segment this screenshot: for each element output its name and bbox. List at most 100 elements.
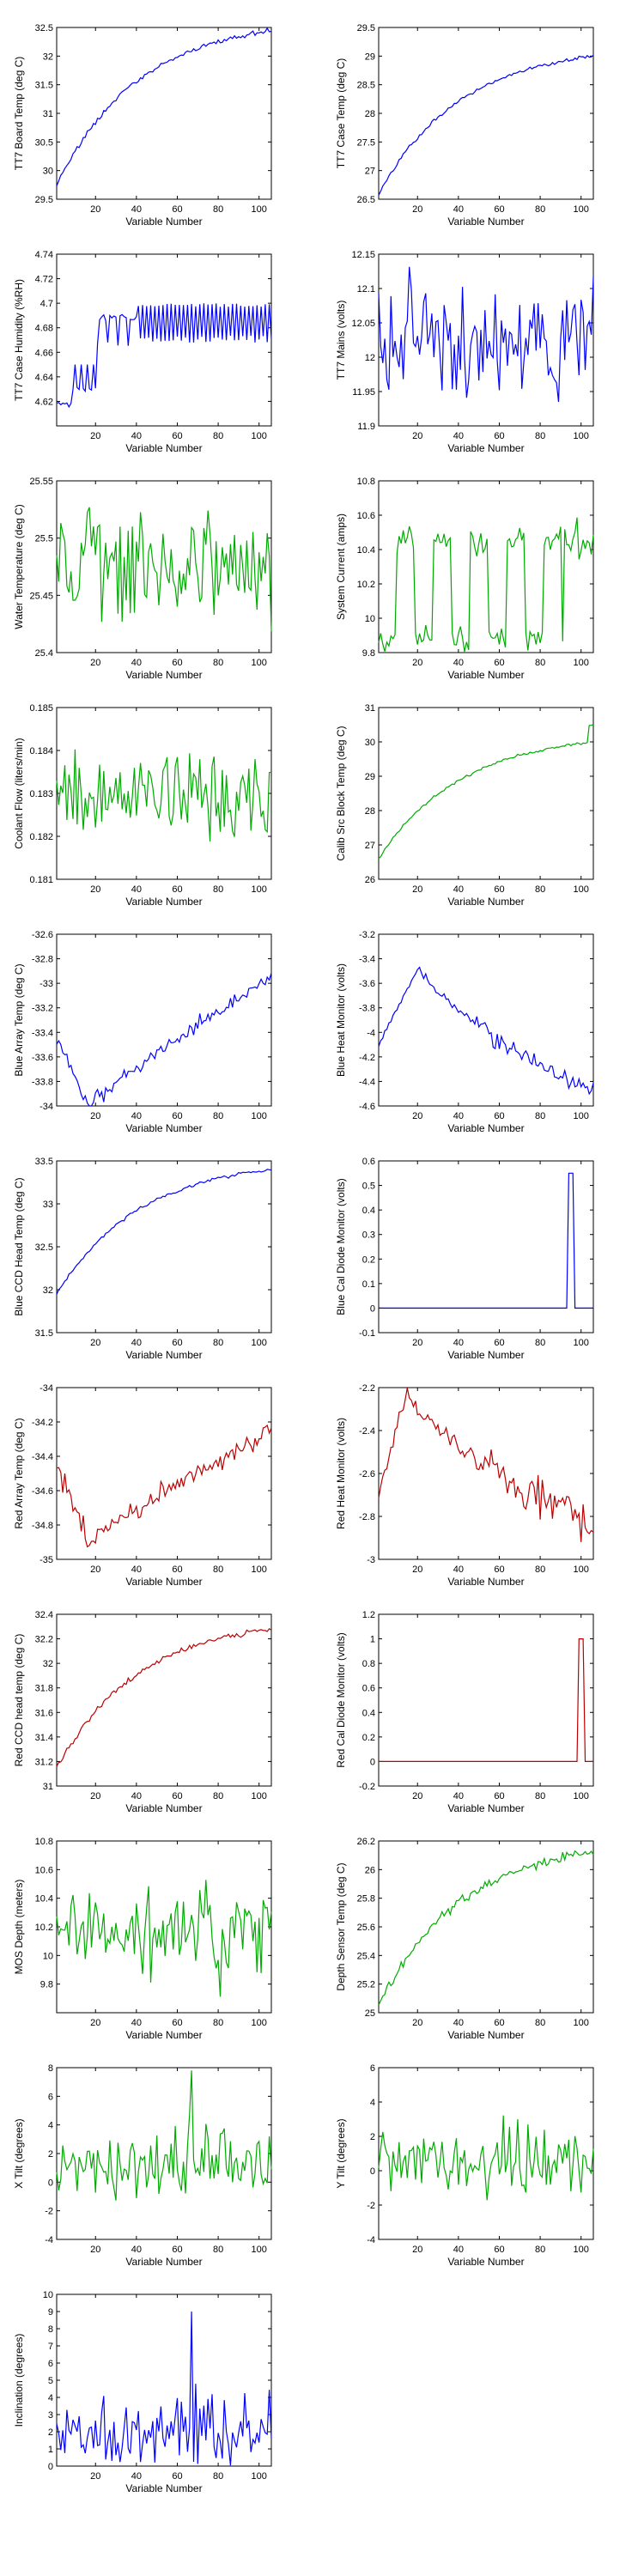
series-line-red-ccd-head-temp [56, 1627, 272, 1767]
y-tick-label: 0.2 [362, 1733, 375, 1743]
y-tick-label: 31.5 [35, 1328, 53, 1339]
y-tick-label: -34 [39, 1383, 53, 1394]
x-tick-label: 20 [90, 431, 100, 441]
y-axis-label: TT7 Mains (volts) [335, 301, 347, 380]
y-tick-label: 0.6 [362, 1684, 375, 1694]
series-line-x-tilt [56, 2070, 272, 2201]
y-tick-label: 26.5 [357, 195, 375, 205]
chart-coolant-flow: 20 40 60 80 100 0.181 0.182 0.183 0.184 0.185 Vari… [13, 703, 272, 908]
series-line-red-array-temp [56, 1424, 272, 1548]
y-tick-label: -4.2 [359, 1053, 375, 1063]
y-tick-label: 2 [48, 2427, 53, 2438]
chart-y-tilt: 20 40 60 80 100 -4 -2 0 2 4 6 Variable Number Y Tilt… [335, 2063, 594, 2268]
series-line-system-current [378, 517, 594, 653]
y-tick-label: 0.185 [29, 703, 53, 714]
x-tick-label: 60 [494, 1111, 504, 1121]
y-tick-label: 4.72 [35, 275, 53, 285]
y-tick-label: 0.6 [362, 1157, 375, 1167]
y-tick-label: -35 [39, 1555, 53, 1565]
x-axis-label: Variable Number [125, 1122, 202, 1134]
plot-area [378, 1840, 594, 2014]
y-axis-label: Depth Sensor Temp (deg C) [335, 1862, 347, 1990]
y-tick-label: 10.6 [357, 511, 375, 521]
y-tick-label: -2 [367, 2201, 375, 2211]
x-tick-label: 20 [90, 1338, 100, 1348]
y-tick-label: 28.5 [357, 81, 375, 91]
y-tick-label: 25.4 [35, 648, 53, 659]
x-tick-label: 60 [172, 884, 182, 895]
series-line-mos-depth [56, 1880, 272, 1997]
x-tick-label: 80 [213, 1338, 223, 1348]
y-tick-label: 28 [365, 109, 375, 119]
x-tick-label: 20 [412, 1564, 422, 1575]
y-tick-label: 4 [48, 2393, 53, 2403]
y-tick-label: -4.4 [359, 1077, 375, 1087]
x-tick-label: 20 [90, 1564, 100, 1575]
y-tick-label: 1 [370, 1635, 375, 1645]
x-tick-label: 80 [535, 1564, 545, 1575]
y-tick-label: -34 [39, 1102, 53, 1112]
x-axis-label: Variable Number [447, 896, 524, 908]
y-tick-label: 0.8 [362, 1659, 375, 1669]
y-tick-label: 0.182 [29, 832, 53, 842]
x-axis-label: Variable Number [125, 2256, 202, 2268]
y-tick-label: -2.2 [359, 1383, 375, 1394]
series-line-calib-src-block-temp [378, 724, 594, 860]
plot-area [56, 2067, 272, 2240]
y-tick-label: -4 [367, 1028, 375, 1038]
x-tick-label: 40 [453, 884, 464, 895]
y-tick-label: 12.05 [351, 319, 375, 329]
y-axis-label: Red Array Temp (deg C) [13, 1418, 25, 1528]
x-tick-label: 100 [574, 431, 589, 441]
x-tick-label: 60 [172, 1111, 182, 1121]
x-tick-label: 100 [574, 1791, 589, 1801]
y-tick-label: 9.8 [362, 648, 375, 659]
y-axis-label: Y Tilt (degrees) [335, 2118, 347, 2188]
x-tick-label: 100 [252, 2018, 267, 2028]
y-tick-label: 0.181 [29, 875, 53, 885]
y-tick-label: 4.68 [35, 324, 53, 334]
y-tick-label: -3 [367, 1555, 375, 1565]
x-tick-label: 100 [252, 1338, 267, 1348]
y-tick-label: 32.4 [35, 1610, 53, 1620]
chart-tt7-mains: 20 40 60 80 100 11.9 11.95 12 12.05 12.1 12.15 Vari… [335, 250, 594, 454]
x-axis-label: Variable Number [447, 669, 524, 681]
y-tick-label: -2.8 [359, 1512, 375, 1522]
y-axis-label: Red Heat Monitor (volts) [335, 1418, 347, 1529]
x-tick-label: 60 [172, 1564, 182, 1575]
x-tick-label: 100 [252, 1111, 267, 1121]
x-tick-label: 40 [453, 1791, 464, 1801]
x-tick-label: 80 [213, 2471, 223, 2482]
plot-area [56, 480, 272, 653]
x-tick-label: 80 [535, 658, 545, 668]
y-tick-label: -34.6 [32, 1486, 53, 1497]
chart-mos-depth: 20 40 60 80 100 9.8 10 10.2 10.4 10.6 10.8 Variable… [13, 1837, 272, 2041]
x-tick-label: 40 [453, 2018, 464, 2028]
plot-area [56, 1160, 272, 1334]
y-tick-label: 27.5 [357, 137, 375, 148]
x-tick-label: 60 [172, 431, 182, 441]
x-tick-label: 20 [412, 1791, 422, 1801]
chart-red-heat-monitor: 20 40 60 80 100 -3 -2.8 -2.6 -2.4 -2.2 Variable Nu… [335, 1383, 594, 1588]
series-line-blue-heat-monitor [378, 966, 594, 1096]
x-tick-label: 40 [453, 1564, 464, 1575]
x-tick-label: 20 [412, 1111, 422, 1121]
x-tick-label: 80 [535, 884, 545, 895]
y-axis-label: TT7 Board Temp (deg C) [13, 57, 25, 171]
x-axis-label: Variable Number [125, 442, 202, 454]
x-tick-label: 100 [574, 1564, 589, 1575]
x-tick-label: 80 [213, 1111, 223, 1121]
x-axis-label: Variable Number [447, 216, 524, 228]
y-tick-label: -34.2 [32, 1418, 53, 1428]
x-tick-label: 20 [90, 884, 100, 895]
y-tick-label: 29 [365, 772, 375, 782]
y-tick-label: 0 [370, 1303, 375, 1314]
x-tick-label: 80 [213, 658, 223, 668]
y-tick-label: 7 [48, 2342, 53, 2352]
plot-area [378, 1160, 594, 1334]
x-tick-label: 100 [574, 2018, 589, 2028]
y-tick-label: -34.4 [32, 1452, 53, 1462]
y-tick-label: 27 [365, 841, 375, 851]
chart-red-cal-diode-monitor: 20 40 60 80 100 -0.2 0 0.2 0.4 0.6 0.8 1 1.2 Variable… [335, 1610, 594, 1814]
